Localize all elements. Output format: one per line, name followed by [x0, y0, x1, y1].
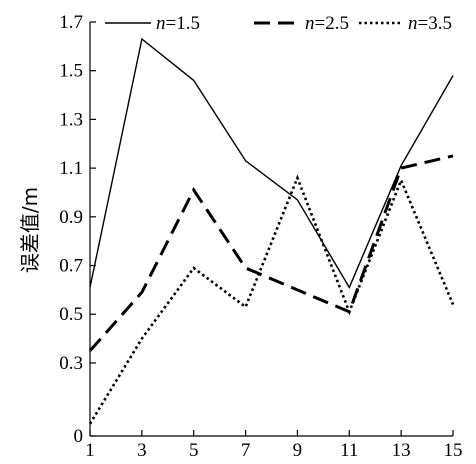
legend-label: n=1.5 [156, 13, 200, 34]
x-tick-label: 5 [189, 440, 199, 461]
y-tick-label: 0.3 [59, 353, 83, 374]
y-tick-label: 0.9 [59, 207, 83, 228]
series-line-dashed [88, 154, 454, 352]
y-tick-label: 1.1 [59, 158, 83, 179]
legend-label: n=2.5 [305, 13, 349, 34]
y-tick-label: 1.5 [59, 61, 83, 82]
x-tick-label: 1 [85, 440, 95, 461]
y-tick-label: 1.7 [59, 12, 83, 33]
y-tick-label: 0.5 [59, 304, 83, 325]
y-axis-title: 误差值/m [18, 187, 42, 273]
x-tick-label: 9 [293, 440, 303, 461]
x-tick-label: 13 [392, 440, 411, 461]
y-tick-label: 0 [74, 426, 84, 447]
series-lines [88, 37, 455, 425]
series-line-dotted [88, 174, 455, 425]
legend-label: n=3.5 [408, 13, 452, 34]
legend: n=1.5 n=2.5 n=3.5 [105, 13, 452, 34]
x-tick-label: 7 [241, 440, 251, 461]
x-tick-label: 11 [340, 440, 358, 461]
x-tick-label: 3 [137, 440, 147, 461]
y-tick-label: 1.3 [59, 109, 83, 130]
series-line-solid [89, 37, 454, 289]
y-axis-ticks: 0 0.3 0.5 0.7 0.9 1.1 1.3 1.5 1.7 [59, 12, 96, 447]
x-axis-ticks: 1 3 5 7 9 11 13 15 [85, 430, 463, 461]
x-tick-label: 15 [444, 440, 463, 461]
y-tick-label: 0.7 [59, 256, 83, 277]
